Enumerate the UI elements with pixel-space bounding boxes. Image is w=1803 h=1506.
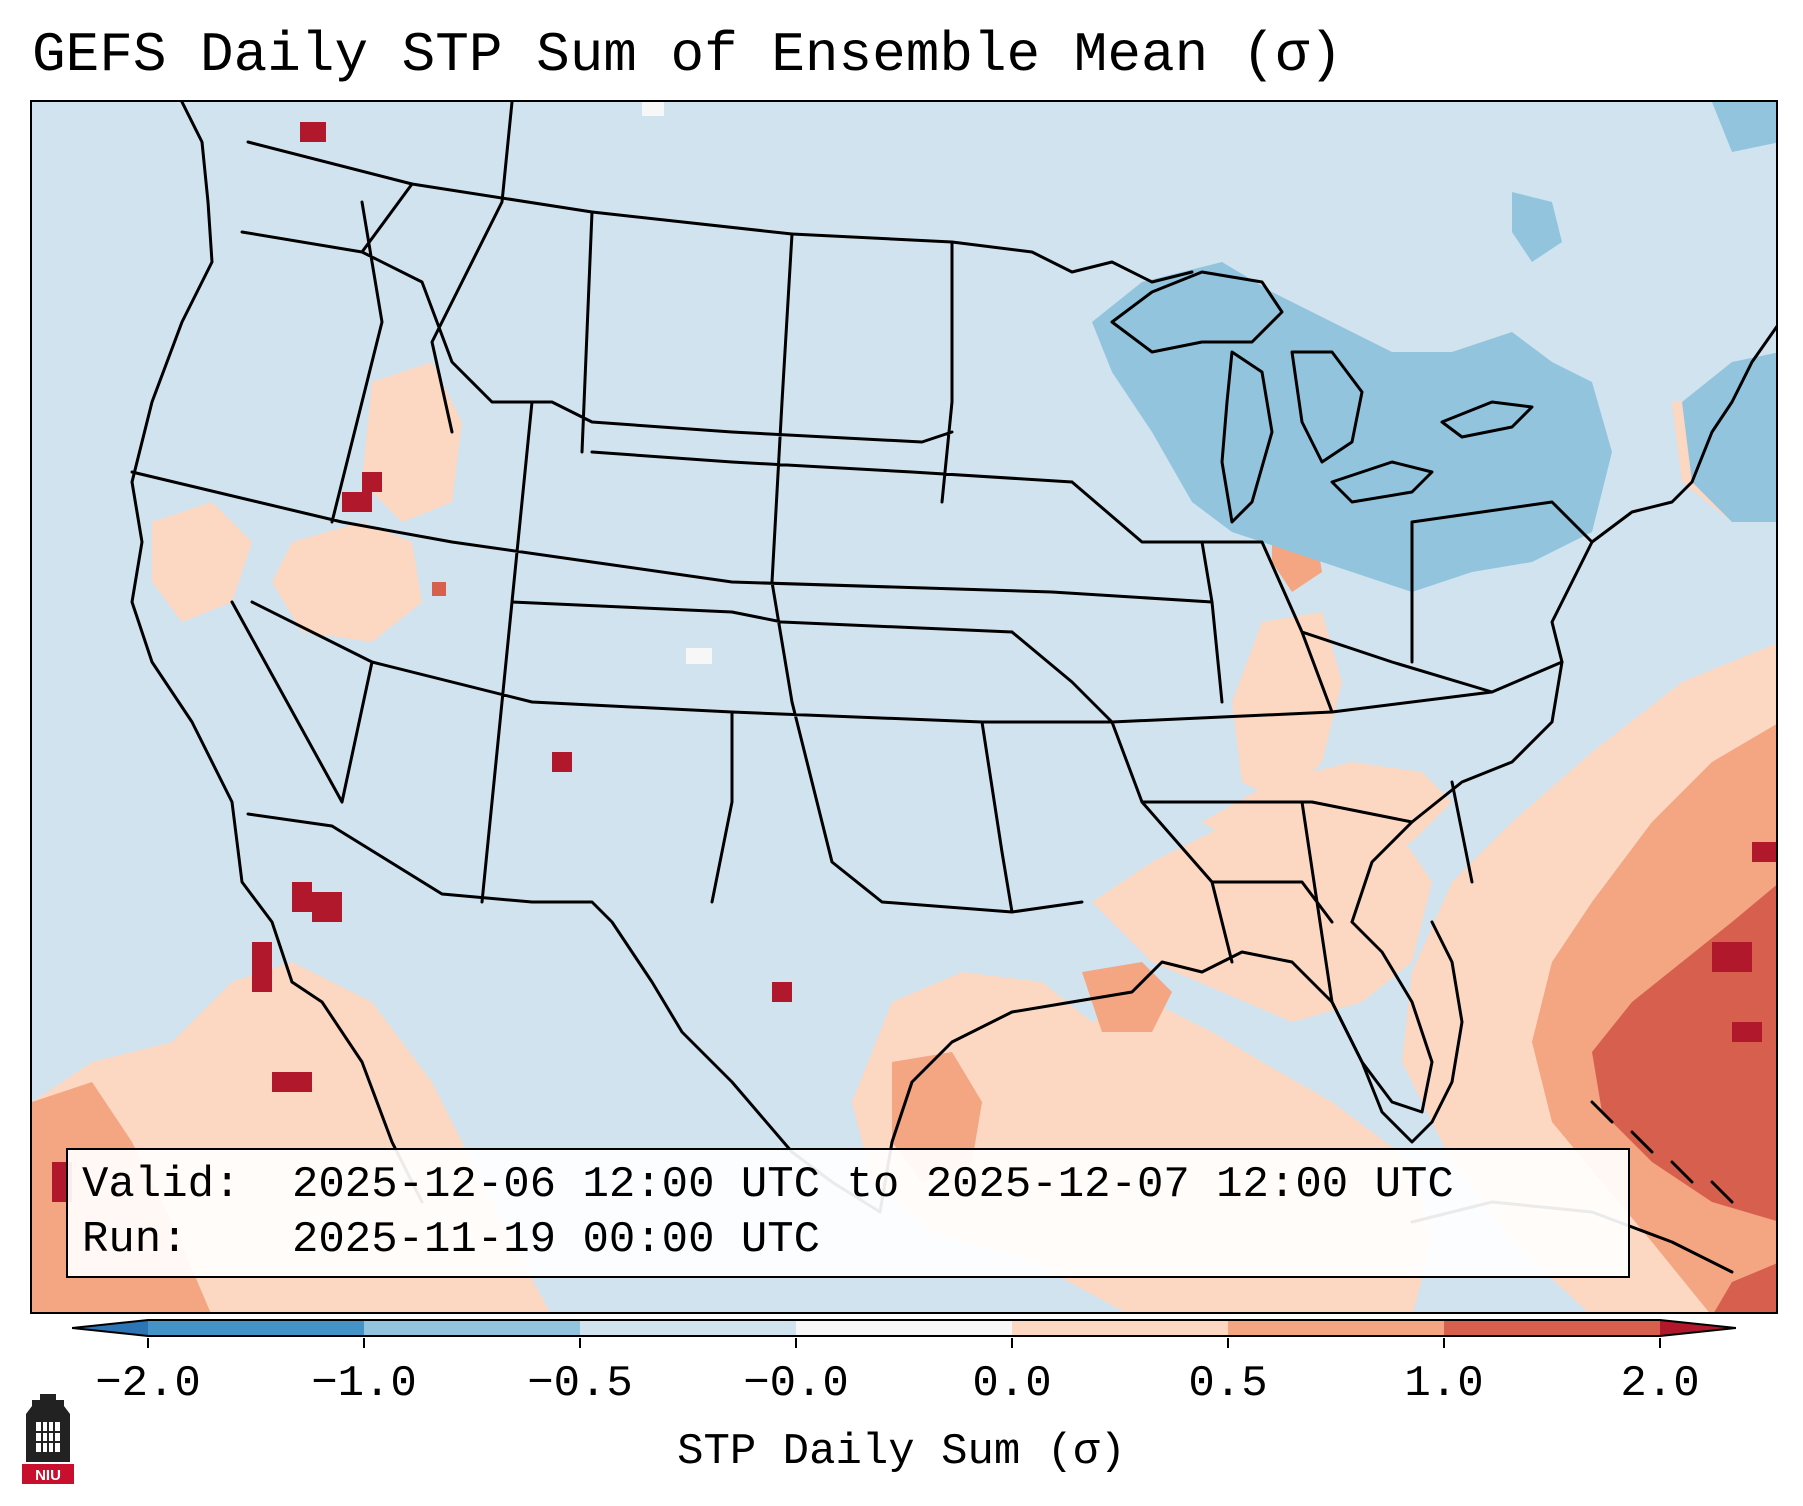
positive-anomaly-region-california: [152, 502, 252, 622]
colorbar-segment: [1228, 1320, 1444, 1336]
positive-anomaly-region-ohio-valley: [1232, 612, 1342, 802]
extreme-anomaly-cell: [432, 582, 446, 596]
extreme-anomaly-cell: [1712, 942, 1752, 972]
pacific-coastline: [130, 102, 294, 984]
colorbar-tick-label: 1.0: [1404, 1359, 1484, 1409]
negative-anomaly-region-northeast-corner: [1712, 102, 1776, 152]
extreme-anomaly-cell: [272, 1072, 312, 1092]
colorbar-extend-high: [1660, 1320, 1736, 1336]
colorbar-ticks: −2.0 −1.0 −0.5 −0.0 0.0 0.5 1.0 2.0: [0, 1338, 1803, 1418]
run-row: Run: 2025-11-19 00:00 UTC: [82, 1213, 1628, 1268]
logo-text: NIU: [35, 1467, 61, 1484]
colorbar-extend-low: [72, 1320, 148, 1336]
map-canvas: [32, 102, 1776, 1312]
near-zero-cell: [686, 648, 712, 664]
negative-anomaly-region-quebec: [1512, 192, 1562, 262]
extreme-anomaly-cell: [312, 892, 342, 922]
colorbar-tick-label: 2.0: [1620, 1359, 1700, 1409]
colorbar-segment: [1444, 1320, 1660, 1336]
strong-anomaly-region-louisiana: [1082, 962, 1172, 1032]
colorbar-tick: [579, 1338, 581, 1348]
run-value: 2025-11-19 00:00 UTC: [292, 1215, 821, 1265]
negative-anomaly-region-great-lakes: [1092, 262, 1612, 592]
run-label: Run:: [82, 1215, 188, 1265]
extreme-anomaly-cell: [300, 122, 326, 142]
lake-ontario-outline: [1440, 400, 1534, 439]
lake-superior-outline: [1110, 270, 1284, 354]
negative-anomaly-region-maritime: [1682, 352, 1776, 522]
colorbar-label: STP Daily Sum (σ): [677, 1427, 1126, 1477]
colorbar-segment: [580, 1320, 796, 1336]
valid-value: 2025-12-06 12:00 UTC to 2025-12-07 12:00…: [292, 1160, 1454, 1210]
colorbar-outline: [72, 1319, 1736, 1337]
lake-huron-outline: [1290, 350, 1364, 464]
colorbar-tick-label: 0.0: [972, 1359, 1052, 1409]
logo-banner-icon: [22, 1464, 74, 1484]
extreme-anomaly-cell: [292, 882, 312, 912]
boundary-lines: [130, 102, 1776, 1274]
lake-erie-outline: [1330, 460, 1434, 504]
positive-anomaly-region-nevada: [272, 522, 422, 642]
colorbar-tick: [1011, 1338, 1013, 1348]
colorbar-segment: [796, 1320, 1012, 1336]
anomaly-field: [32, 102, 1776, 1312]
bahamas-islands: [1590, 1100, 1734, 1204]
colorbar-tick: [1659, 1338, 1661, 1348]
logo-window-grid-icon: [36, 1422, 60, 1452]
colorbar-segment: [364, 1320, 580, 1336]
colorbar-tick: [1443, 1338, 1445, 1348]
valid-label: Valid:: [82, 1160, 241, 1210]
colorbar-segment: [1012, 1320, 1228, 1336]
lake-michigan-outline: [1220, 350, 1274, 524]
near-zero-cell: [642, 102, 664, 116]
niu-logo: NIU: [22, 1394, 74, 1484]
valid-row: Valid: 2025-12-06 12:00 UTC to 2025-12-07…: [82, 1158, 1628, 1213]
colorbar-tick: [147, 1338, 149, 1348]
colorbar-tick-label: −0.5: [527, 1359, 633, 1409]
extreme-anomaly-region-gulf-coast: [1714, 1263, 1776, 1312]
extreme-anomaly-cell: [362, 472, 382, 492]
positive-anomaly-region-idaho: [362, 362, 462, 522]
colorbar-tick: [795, 1338, 797, 1348]
extreme-anomaly-cell: [342, 492, 372, 512]
atlantic-coastline: [1350, 325, 1776, 924]
colorbar-tick-label: −0.0: [743, 1359, 849, 1409]
extreme-anomaly-cell: [1732, 1022, 1762, 1042]
colorbar-tick-label: 0.5: [1188, 1359, 1268, 1409]
extreme-anomaly-cell: [552, 752, 572, 772]
colorbar-segment: [148, 1320, 364, 1336]
map-panel: [30, 100, 1778, 1314]
extreme-anomaly-cell: [252, 942, 272, 992]
map-title: GEFS Daily STP Sum of Ensemble Mean (σ): [32, 23, 1343, 87]
extreme-anomaly-cell: [772, 982, 792, 1002]
positive-anomaly-region-tennessee: [1202, 762, 1452, 862]
state-lines: [130, 102, 1594, 1004]
extreme-anomaly-cell: [1752, 842, 1776, 862]
gulf-coastline: [878, 920, 1434, 1214]
colorbar: [72, 1319, 1736, 1337]
validity-info-box: Valid: 2025-12-06 12:00 UTC to 2025-12-07…: [66, 1148, 1630, 1278]
colorbar-tick: [363, 1338, 365, 1348]
florida-coastline: [1330, 920, 1464, 1144]
colorbar-tick: [1227, 1338, 1229, 1348]
colorbar-tick-label: −2.0: [95, 1359, 201, 1409]
colorbar-tick-label: −1.0: [311, 1359, 417, 1409]
